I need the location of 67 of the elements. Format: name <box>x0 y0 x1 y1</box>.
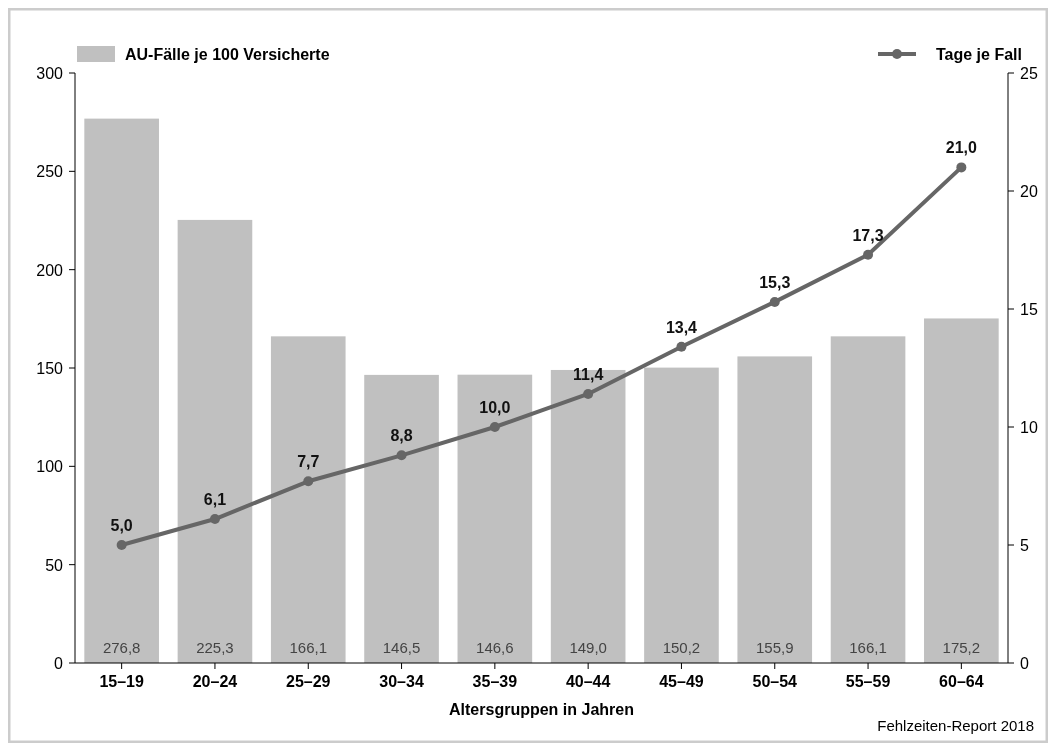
point <box>303 476 314 487</box>
bar <box>270 336 346 663</box>
point <box>116 540 127 550</box>
data-label: 11,4 <box>573 365 604 383</box>
data-label: 146,6 <box>476 639 514 656</box>
data-label: 166,1 <box>289 639 328 656</box>
data-label: 10,0 <box>479 399 511 416</box>
point <box>676 341 687 352</box>
x-tick-label: 60–64 <box>939 673 984 690</box>
data-label: 166,1 <box>849 639 887 656</box>
bar <box>364 374 439 663</box>
point <box>209 514 220 525</box>
data-label: 13,4 <box>665 318 698 336</box>
legend-label: AU-Fälle je 100 Versicherte <box>125 46 330 63</box>
x-tick-label: 50–54 <box>752 673 798 690</box>
data-label: 276,8 <box>102 639 141 656</box>
bar <box>644 367 719 663</box>
x-tick-label: 15–19 <box>99 673 144 690</box>
y-tick-label: 50 <box>45 556 64 574</box>
y-tick-label: 150 <box>36 360 64 377</box>
x-tick-label: 40–44 <box>565 673 611 690</box>
x-tick-label: 45–49 <box>659 673 704 690</box>
y-tick-label: 250 <box>36 163 64 181</box>
data-label: 8,8 <box>390 427 413 445</box>
y2-tick-label: 20 <box>1020 183 1038 200</box>
point <box>396 450 407 461</box>
bar <box>84 118 159 663</box>
bar <box>177 219 253 663</box>
data-label: 17,3 <box>852 226 884 244</box>
data-label: 21,0 <box>945 139 978 157</box>
data-label: 155,9 <box>755 639 794 656</box>
y2-tick-label: 15 <box>1020 301 1038 318</box>
y2-tick-label: 25 <box>1020 65 1038 82</box>
y-tick-label: 200 <box>36 261 64 279</box>
bar <box>737 356 813 663</box>
data-label: 225,3 <box>196 639 234 656</box>
text: Fehlzeiten-Report 2018 <box>877 717 1034 734</box>
point <box>489 422 500 432</box>
data-label: 15,3 <box>759 273 791 291</box>
y2-tick-label: 0 <box>1020 655 1029 672</box>
y-tick-label: 0 <box>54 655 64 672</box>
data-label: 146,5 <box>382 639 421 656</box>
data-label: 5,0 <box>110 517 133 534</box>
data-label: 150,2 <box>662 639 701 656</box>
x-tick-label: 25–29 <box>286 673 331 690</box>
point <box>769 296 780 307</box>
x-tick-label: 35–39 <box>472 673 518 690</box>
y-tick-label: 100 <box>36 458 64 476</box>
x-tick-label: 30–34 <box>379 673 424 690</box>
bar <box>457 374 533 663</box>
y2-tick-label: 10 <box>1020 419 1038 436</box>
data-label: 149,0 <box>569 639 607 656</box>
x-axis-title: Altersgruppen in Jahren <box>449 701 634 718</box>
bar <box>550 369 626 663</box>
point <box>583 388 594 399</box>
y-tick-label: 300 <box>36 65 64 82</box>
point <box>956 162 967 173</box>
data-label: 6,1 <box>203 491 227 509</box>
x-tick-label: 55–59 <box>845 673 891 690</box>
data-label: 7,7 <box>297 453 320 471</box>
data-label: 175,2 <box>942 639 981 656</box>
bar <box>924 318 999 663</box>
x-tick-label: 20–24 <box>192 673 238 690</box>
bar <box>830 336 906 663</box>
y2-tick-label: 5 <box>1020 537 1029 554</box>
legend-label: Tage je Fall <box>936 46 1022 63</box>
point <box>863 249 874 260</box>
